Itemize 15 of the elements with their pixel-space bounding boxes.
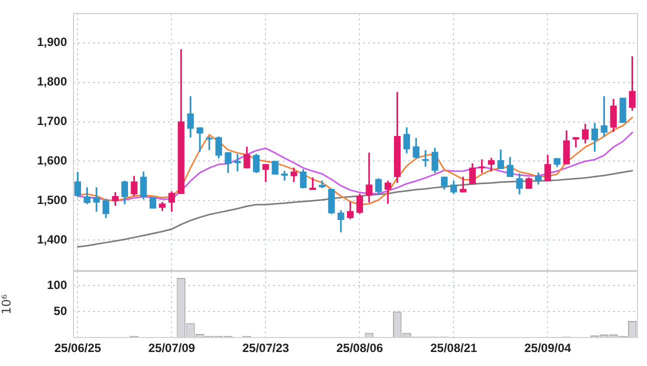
y-tick-label: 100: [46, 278, 68, 292]
y-axis-title: 10⁶: [0, 294, 14, 314]
x-tick-label: 25/06/25: [54, 341, 102, 356]
x-tick-label: 25/09/04: [524, 341, 572, 356]
y-tick-label: 1,800: [36, 74, 68, 89]
x-tick-label: 25/07/23: [242, 341, 290, 356]
y-tick-label: 1,600: [36, 154, 68, 168]
y-tick-label: 1,900: [36, 35, 68, 50]
y-tick-label: 1,400: [36, 232, 68, 247]
y-tick-label: 1,500: [36, 193, 68, 208]
y-tick-label: 1,700: [36, 114, 68, 128]
y-tick-label: 50: [54, 304, 68, 318]
x-tick-label: 25/08/06: [336, 341, 384, 356]
x-tick-label: 25/07/09: [148, 341, 196, 356]
x-tick-label: 25/08/21: [430, 341, 478, 356]
